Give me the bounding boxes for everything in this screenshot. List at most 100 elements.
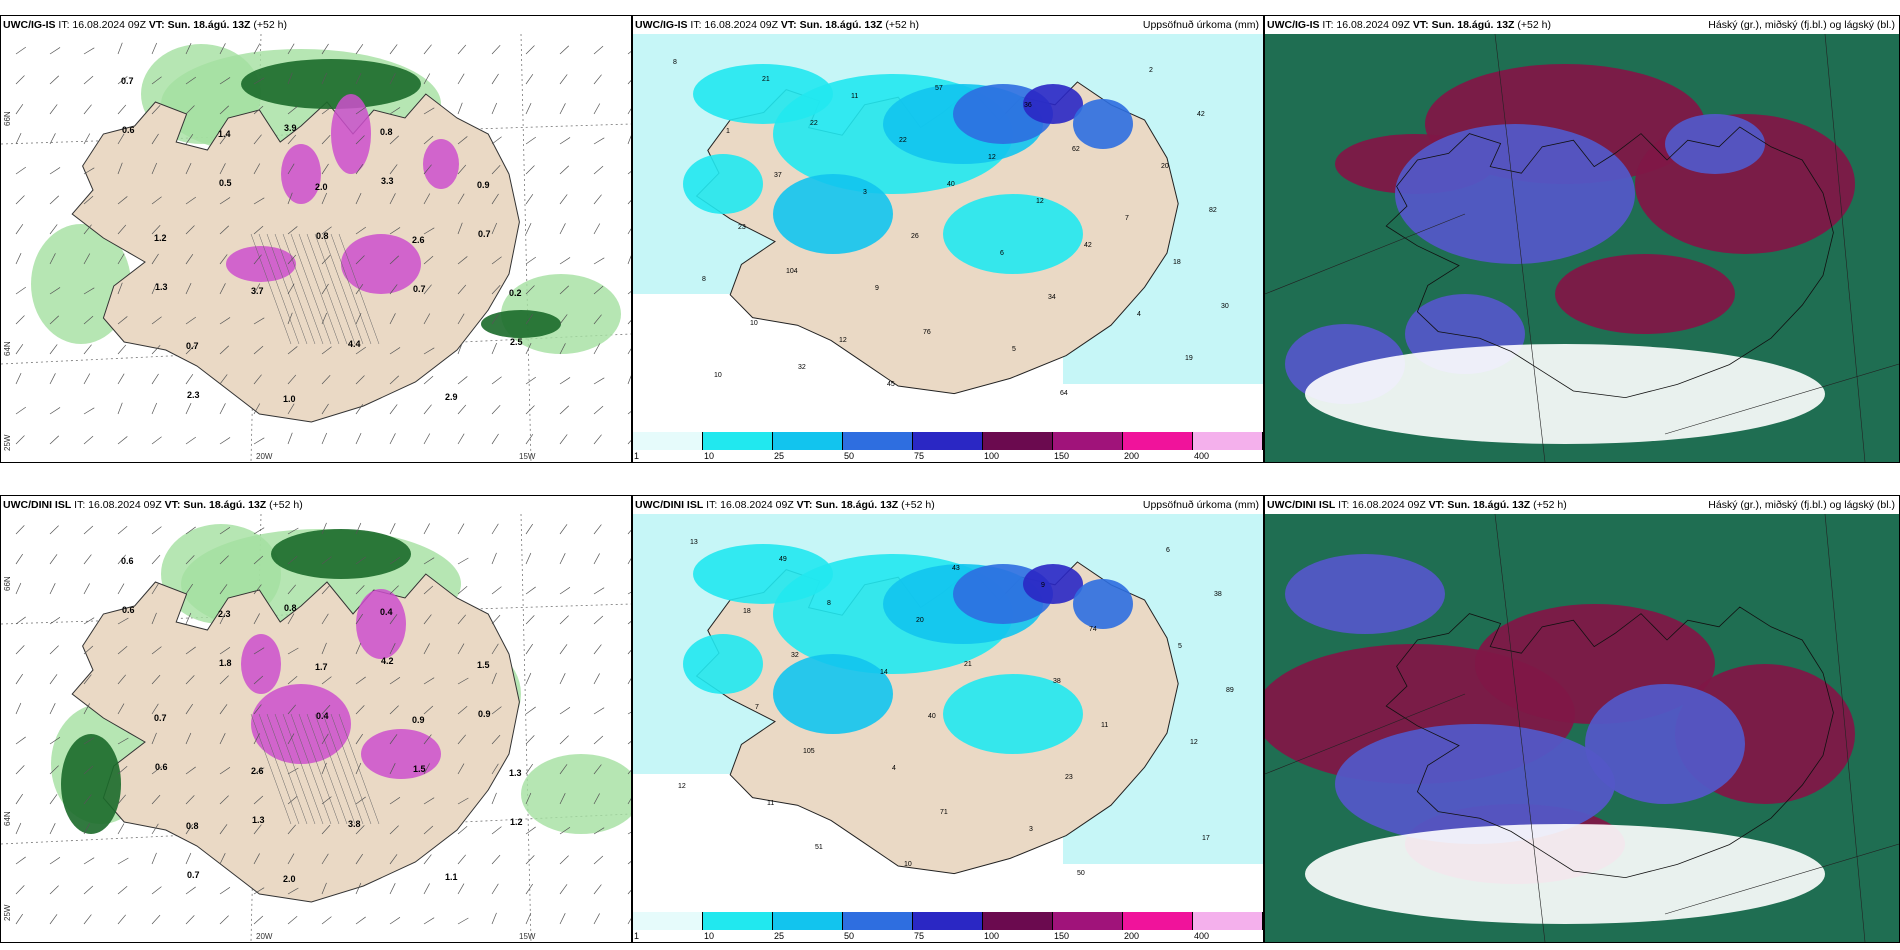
wind-barb (559, 103, 566, 115)
wind-barb (491, 826, 502, 835)
gust-value-label: 2.5 (510, 337, 523, 347)
wind-barb (423, 255, 434, 265)
wind-barb (321, 556, 332, 565)
wind-barb (287, 283, 295, 295)
gust-value-label: 1.3 (509, 768, 522, 778)
wind-barb (287, 887, 299, 895)
hatch-line (338, 233, 380, 345)
wind-barb (287, 767, 299, 775)
wind-barb (559, 793, 566, 805)
wind-barb (627, 440, 631, 445)
colorbar-cell (913, 912, 983, 930)
wind-barb (253, 283, 261, 295)
wind-barb (457, 763, 465, 775)
wind-barb (457, 73, 465, 85)
wind-barb (423, 917, 435, 925)
wind-barb (559, 586, 571, 595)
colorbar-tick-label: 400 (1194, 451, 1210, 461)
wind-barb (49, 104, 58, 115)
precip-area (1023, 564, 1083, 604)
wind-barb (321, 584, 331, 595)
wind-barb (491, 734, 501, 745)
wind-barb (389, 135, 400, 145)
wind-barb (83, 315, 94, 325)
wind-barb (627, 831, 631, 835)
wind-barb (355, 43, 364, 55)
wind-barb (559, 615, 569, 625)
wind-barb (491, 706, 502, 715)
wind-barb (151, 886, 162, 895)
wind-barb (525, 222, 532, 235)
hatch-line (250, 233, 292, 345)
precip-value-label: 8 (702, 276, 706, 283)
wind-barb (219, 197, 231, 205)
precip-value-label: 89 (1226, 687, 1234, 694)
precip-value-label: 62 (1072, 146, 1080, 153)
precip-value-label: 37 (774, 172, 782, 179)
wind-barb (151, 732, 157, 745)
precip-panel-bottom: UWC/DINI ISL IT: 16.08.2024 09Z VT: Sun.… (632, 495, 1264, 943)
wind-barb (151, 794, 161, 805)
wind-barb (457, 797, 469, 805)
wind-barb (593, 587, 605, 595)
wind-barb (83, 674, 92, 685)
wind-barb (253, 254, 262, 265)
wind-barb (83, 645, 94, 655)
wind-barb (287, 796, 298, 805)
precip-value-label: 9 (875, 285, 879, 292)
wind-barb (253, 437, 265, 445)
precip-value-label: 8 (827, 600, 831, 607)
wind-barb (253, 403, 261, 415)
cloud-map[interactable] (1265, 514, 1899, 942)
precip-value-label: 50 (1077, 870, 1085, 877)
wind-panel-top: UWC/IG-IS IT: 16.08.2024 09Z VT: Sun. 18… (0, 15, 632, 463)
gust-value-label: 4.2 (381, 656, 394, 666)
wind-barb (117, 766, 128, 775)
wind-barb (219, 733, 226, 745)
wind-barb (525, 735, 535, 745)
wind-barb (593, 434, 602, 445)
wind-barb (83, 195, 94, 205)
hatch-line (306, 713, 348, 825)
wind-barb (491, 912, 497, 925)
wind-barb (525, 45, 535, 55)
precip-value-label: 7 (1125, 215, 1129, 222)
wind-barb (117, 646, 128, 655)
gust-value-label: 3.9 (284, 123, 297, 133)
cloud-map[interactable] (1265, 34, 1899, 462)
colorbar-cell (703, 432, 773, 450)
panel-title: Uppsöfnuð úrkoma (mm) (1142, 19, 1259, 31)
wind-map[interactable]: 0.6 2.3 1.7 0.9 1.3 0.8 2.0 0.4 1.5 0.7 2.6 3.8 1.1 0… (1, 514, 631, 942)
precip-map[interactable]: 1382111125143748910571503832402317492038… (633, 514, 1263, 914)
wind-barb (593, 644, 602, 655)
wind-barb (457, 734, 466, 745)
colorbar-cell (1193, 912, 1263, 930)
wind-barb (83, 617, 95, 625)
wind-barb (355, 556, 366, 565)
precip-area (943, 674, 1083, 754)
colorbar-cell (773, 912, 843, 930)
wind-barb (117, 253, 125, 265)
wind-barb (151, 646, 162, 655)
wind-barb (321, 916, 332, 925)
wind-barb (491, 792, 497, 805)
wind-barb (559, 764, 568, 775)
precip-map[interactable]: 8224042303257628210476644237263419212212… (633, 34, 1263, 434)
precip-value-label: 19 (1185, 355, 1193, 362)
wind-barb (49, 133, 56, 145)
wind-barb (321, 704, 331, 715)
wind-barb (389, 255, 400, 265)
lead-time: (+52 h) (1517, 19, 1551, 31)
wind-barb (287, 312, 293, 325)
wind-barb (49, 224, 58, 235)
wind-barb (457, 342, 463, 355)
wind-barb (49, 765, 59, 775)
wind-barb (355, 733, 364, 745)
wind-barb (219, 43, 226, 55)
wind-barb (559, 553, 566, 565)
wind-barb (457, 313, 465, 325)
precip-value-label: 23 (738, 224, 746, 231)
colorbar-tick-label: 25 (774, 451, 785, 461)
wind-barb (389, 375, 400, 385)
wind-map[interactable]: 0.7 1.4 2.0 2.6 0.2 0.7 1.0 0.8 0.9 1.2 3.7 4.4 2.9 0… (1, 34, 631, 462)
